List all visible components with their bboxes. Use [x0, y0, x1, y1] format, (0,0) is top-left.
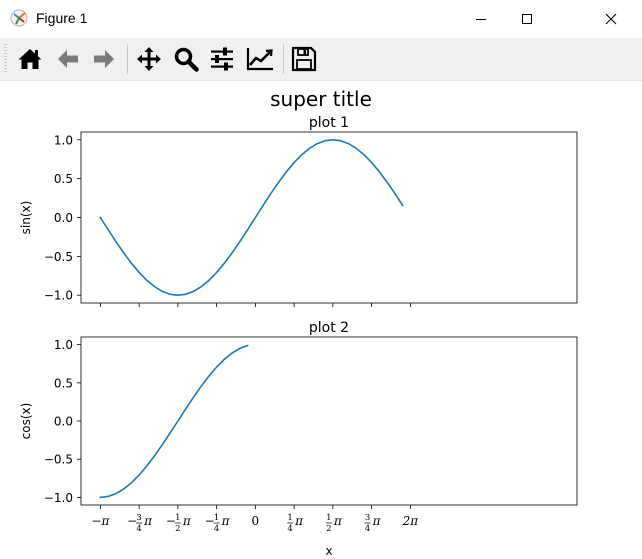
home-icon [18, 49, 42, 69]
y-tick-label: 0.5 [54, 376, 73, 390]
sliders-icon [211, 47, 233, 71]
x-tick-label: 0 [252, 514, 260, 528]
forward-button[interactable] [88, 42, 120, 76]
window-titlebar: Figure 1 [0, 0, 642, 38]
close-button[interactable] [588, 0, 634, 38]
x-tick-text: 2π [402, 514, 420, 528]
x-tick-numerator: 1 [287, 513, 292, 523]
plot-title: plot 2 [309, 320, 349, 336]
y-axis-label: sin(x) [19, 201, 33, 235]
x-tick-denominator: 4 [287, 524, 292, 534]
floppy-disk-icon [291, 46, 317, 72]
magnifier-icon [174, 47, 199, 72]
plot-title: plot 1 [309, 115, 349, 131]
x-tick-denominator: 4 [136, 524, 141, 534]
maximize-icon [522, 14, 532, 24]
x-tick-pi: π [294, 514, 304, 528]
x-tick-label: 2π [402, 514, 420, 528]
x-tick-label: 12π [325, 513, 343, 534]
zoom-button[interactable] [170, 42, 202, 76]
x-tick-numerator: 3 [365, 513, 370, 523]
y-tick-label: 0.0 [54, 415, 73, 429]
x-axis-label: x [325, 544, 332, 558]
x-tick-numerator: 1 [326, 513, 331, 523]
close-icon [605, 13, 617, 25]
x-tick-pi: π [221, 514, 231, 528]
toolbar-separator [127, 44, 128, 74]
pan-button[interactable] [133, 42, 165, 76]
x-tick-denominator: 4 [214, 524, 219, 534]
arrow-left-icon [58, 50, 78, 68]
data-series-line [99, 344, 249, 499]
y-tick-label: 0.0 [54, 211, 73, 225]
figure-suptitle: super title [270, 87, 372, 111]
line-chart-icon [246, 48, 273, 71]
minimize-button[interactable] [458, 0, 504, 38]
y-tick-label: −1.0 [44, 491, 73, 505]
x-tick-label: −π [91, 514, 110, 528]
move-icon [137, 47, 161, 71]
save-button[interactable] [288, 42, 320, 76]
navigation-toolbar [0, 38, 642, 81]
axes-frame [80, 131, 578, 304]
minimize-icon [476, 19, 486, 20]
x-tick-sign: − [127, 514, 137, 528]
window-title: Figure 1 [36, 10, 88, 26]
customize-button[interactable] [243, 42, 275, 76]
toolbar-separator [283, 44, 284, 74]
x-tick-denominator: 2 [175, 524, 180, 534]
x-tick-pi: π [372, 514, 382, 528]
x-tick-label: −12π [166, 513, 192, 534]
x-tick-label: 34π [364, 513, 382, 534]
y-tick-label: 0.5 [54, 172, 73, 186]
x-tick-label: −14π [205, 513, 231, 534]
x-tick-text: 0 [252, 514, 260, 528]
y-tick-label: 1.0 [54, 133, 73, 147]
y-tick-label: −0.5 [44, 250, 73, 264]
y-axis-label: cos(x) [19, 403, 33, 440]
x-tick-numerator: 3 [136, 513, 141, 523]
x-tick-pi: π [333, 514, 343, 528]
matplotlib-app-icon [10, 9, 28, 27]
x-tick-numerator: 1 [175, 513, 180, 523]
subplots-button[interactable] [206, 42, 238, 76]
y-tick-label: −1.0 [44, 289, 73, 303]
x-tick-pi: π [143, 514, 153, 528]
x-tick-denominator: 2 [326, 524, 331, 534]
axes-frame [80, 336, 578, 506]
x-tick-sign: − [166, 514, 176, 528]
maximize-button[interactable] [504, 0, 550, 38]
x-tick-denominator: 4 [365, 524, 370, 534]
toolbar-grip[interactable] [4, 44, 7, 74]
arrow-right-icon [94, 50, 114, 68]
y-tick-label: 1.0 [54, 338, 73, 352]
x-tick-pi: π [182, 514, 192, 528]
back-button[interactable] [52, 42, 84, 76]
y-tick-label: −0.5 [44, 453, 73, 467]
home-button[interactable] [14, 42, 46, 76]
x-tick-label: 14π [287, 513, 304, 534]
x-tick-numerator: 1 [214, 513, 219, 523]
x-tick-sign: − [205, 514, 215, 528]
x-tick-text: −π [91, 514, 110, 528]
data-series-line [99, 138, 404, 297]
x-tick-label: −34π [127, 513, 153, 534]
